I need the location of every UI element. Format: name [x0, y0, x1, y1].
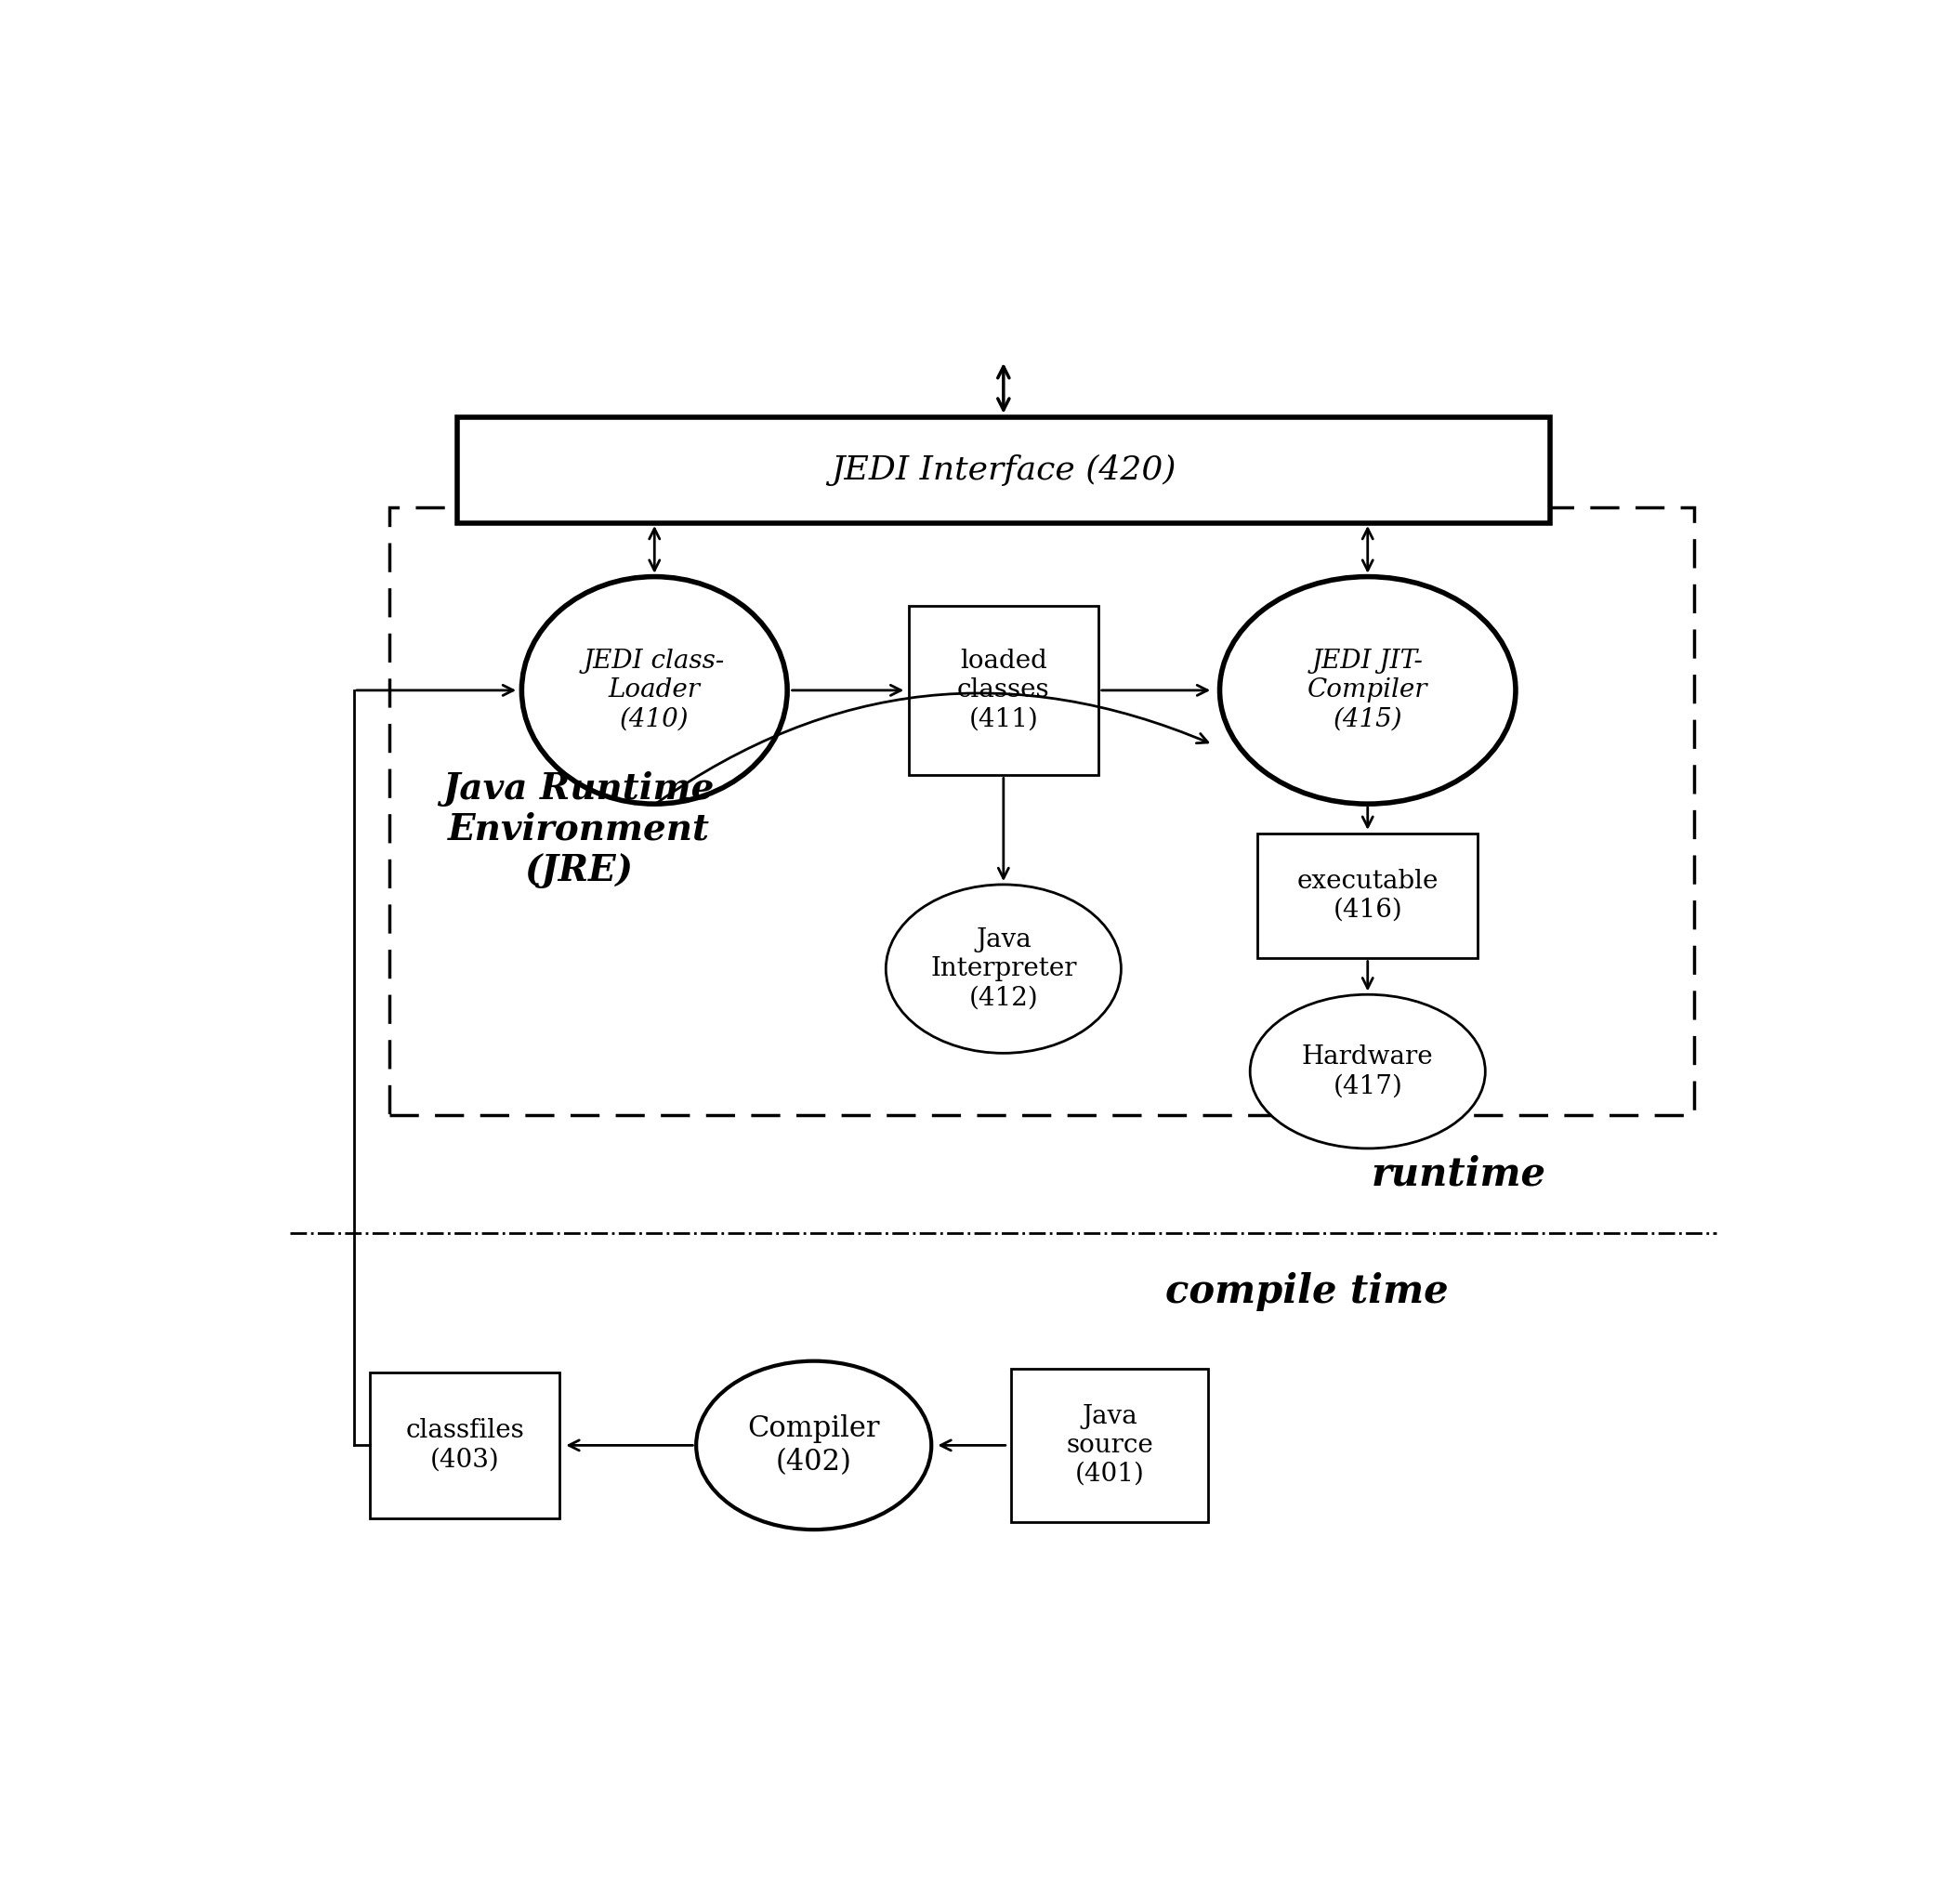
- Ellipse shape: [1220, 577, 1515, 803]
- Text: runtime: runtime: [1371, 1154, 1547, 1194]
- Text: JEDI class-
Loader
(410): JEDI class- Loader (410): [583, 649, 724, 731]
- Text: Java
Interpreter
(412): Java Interpreter (412): [930, 927, 1077, 1011]
- Ellipse shape: [521, 577, 787, 803]
- Text: Hardware
(417): Hardware (417): [1302, 1045, 1433, 1099]
- Text: JEDI Interface (420): JEDI Interface (420): [830, 455, 1177, 486]
- Bar: [1010, 1369, 1208, 1523]
- Text: executable
(416): executable (416): [1296, 868, 1439, 923]
- Text: Java
source
(401): Java source (401): [1067, 1403, 1153, 1487]
- Ellipse shape: [697, 1361, 932, 1529]
- Text: classfiles
(403): classfiles (403): [405, 1418, 525, 1472]
- Text: compile time: compile time: [1165, 1272, 1449, 1310]
- Bar: [909, 605, 1098, 775]
- Ellipse shape: [1249, 994, 1486, 1148]
- Bar: [370, 1373, 560, 1519]
- Bar: [458, 417, 1551, 524]
- Bar: [1257, 834, 1478, 958]
- Text: JEDI JIT-
Compiler
(415): JEDI JIT- Compiler (415): [1308, 649, 1427, 731]
- Text: Java Runtime
Environment
(JRE): Java Runtime Environment (JRE): [443, 771, 715, 887]
- FancyArrowPatch shape: [656, 693, 1208, 803]
- Text: loaded
classes
(411): loaded classes (411): [957, 649, 1049, 731]
- Text: Compiler
(402): Compiler (402): [748, 1415, 879, 1476]
- Ellipse shape: [885, 885, 1122, 1053]
- Bar: [390, 506, 1694, 1116]
